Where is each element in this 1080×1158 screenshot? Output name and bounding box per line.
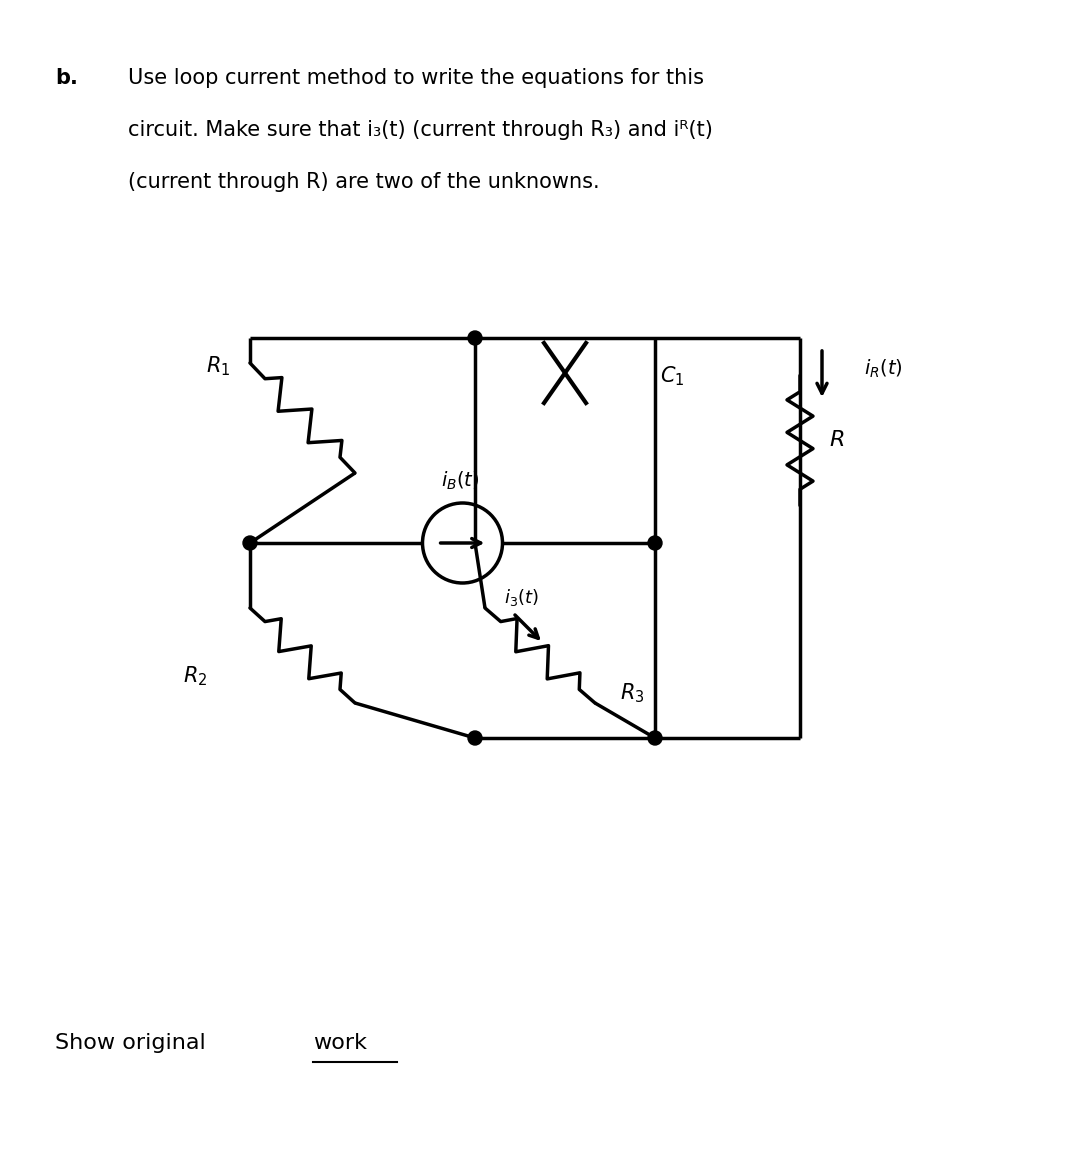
Text: Use loop current method to write the equations for this: Use loop current method to write the equ… xyxy=(129,68,704,88)
Text: circuit. Make sure that i₃(t) (current through R₃) and iᴿ(t): circuit. Make sure that i₃(t) (current t… xyxy=(129,120,713,140)
Text: $R_3$: $R_3$ xyxy=(620,681,645,705)
Text: $R$: $R$ xyxy=(829,430,845,450)
Circle shape xyxy=(243,536,257,550)
Text: work: work xyxy=(313,1033,367,1053)
Circle shape xyxy=(468,331,482,345)
Text: $R_1$: $R_1$ xyxy=(206,354,230,378)
Text: $R_2$: $R_2$ xyxy=(183,665,207,688)
Text: Show original: Show original xyxy=(55,1033,213,1053)
Text: $C_1$: $C_1$ xyxy=(660,365,685,388)
Text: b.: b. xyxy=(55,68,78,88)
Circle shape xyxy=(648,731,662,745)
Text: $i_B(t)$: $i_B(t)$ xyxy=(442,470,480,492)
Text: (current through R) are two of the unknowns.: (current through R) are two of the unkno… xyxy=(129,173,599,192)
Circle shape xyxy=(648,536,662,550)
Text: $i_3(t)$: $i_3(t)$ xyxy=(504,587,540,608)
Text: $i_R(t)$: $i_R(t)$ xyxy=(864,358,903,380)
Circle shape xyxy=(468,731,482,745)
